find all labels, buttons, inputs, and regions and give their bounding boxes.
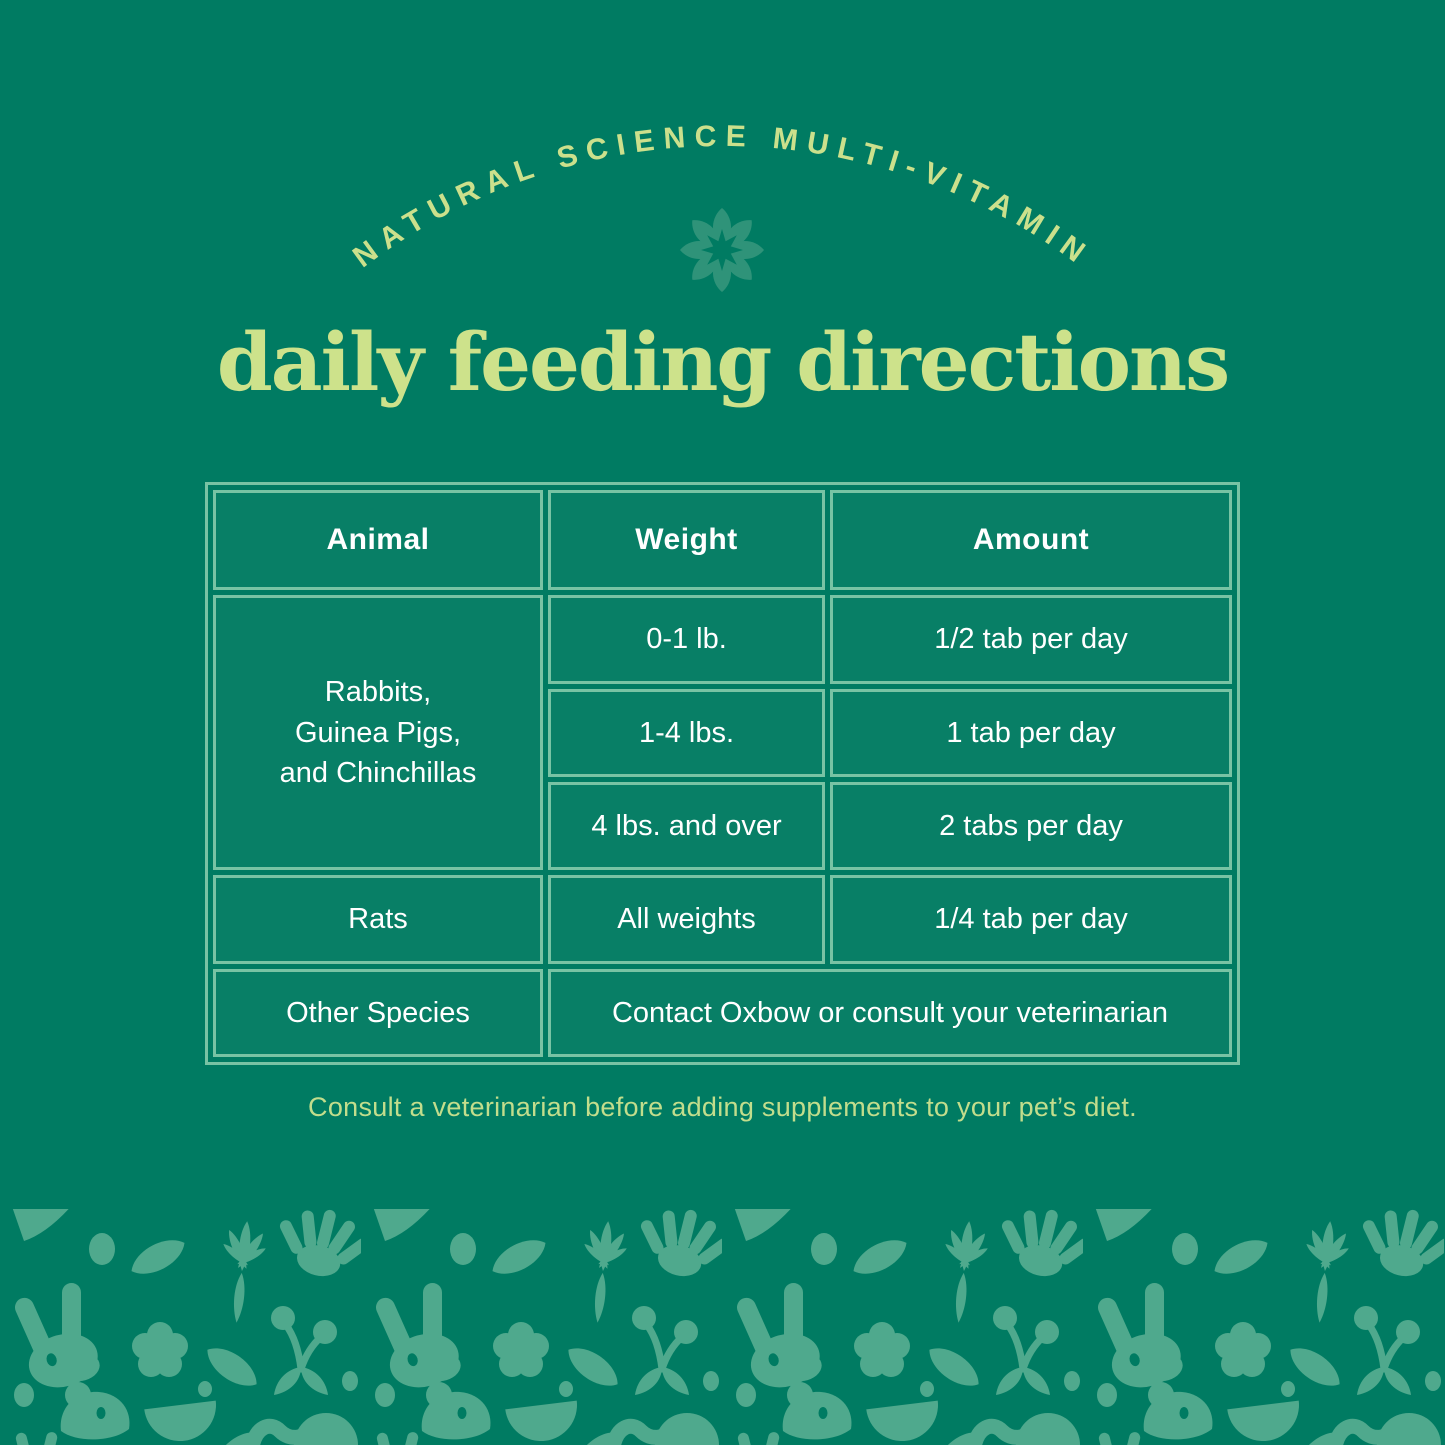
table-row: Rats All weights 1/4 tab per day <box>213 875 1232 964</box>
flower-icon <box>680 208 764 292</box>
weight-cell: 4 lbs. and over <box>548 781 825 871</box>
other-species-note-cell: Contact Oxbow or consult your veterinari… <box>548 968 1232 1057</box>
table-row: 1-4 lbs. 1 tab per day <box>213 688 1232 777</box>
column-header-weight: Weight <box>548 490 825 591</box>
star-cutout <box>701 229 743 271</box>
table-header-row: Animal Weight Amount <box>213 490 1232 591</box>
column-header-animal: Animal <box>213 490 543 591</box>
amount-cell: 1/4 tab per day <box>830 875 1232 964</box>
animal-cell-rabbits-group: Rabbits, Guinea Pigs, and Chinchillas <box>213 595 543 871</box>
table-row: Rabbits, Guinea Pigs, and Chinchillas 0-… <box>213 595 1232 871</box>
pattern-band <box>0 1209 1445 1445</box>
table-row: 4 lbs. and over 2 tabs per day <box>213 781 1232 871</box>
weight-cell: All weights <box>548 875 825 964</box>
amount-cell: 2 tabs per day <box>830 781 1232 871</box>
amount-cell: 1/2 tab per day <box>830 595 1232 684</box>
animal-line: and Chinchillas <box>279 757 477 790</box>
animal-cell-other-species: Other Species <box>213 968 543 1057</box>
weight-cell: 1-4 lbs. <box>548 688 825 777</box>
feeding-directions-table: Animal Weight Amount Rabbits, Guinea Pig… <box>205 482 1240 1065</box>
page-title: daily feeding directions <box>216 315 1230 409</box>
animal-line: Rabbits, <box>324 675 432 708</box>
table-row: Other Species Contact Oxbow or consult y… <box>213 968 1232 1057</box>
animal-cell-rats: Rats <box>213 875 543 964</box>
footnote: Consult a veterinarian before adding sup… <box>308 1092 1137 1122</box>
weight-cell: 0-1 lb. <box>548 595 825 684</box>
animal-line: Guinea Pigs, <box>294 716 462 749</box>
amount-cell: 1 tab per day <box>830 688 1232 777</box>
column-header-amount: Amount <box>830 490 1232 591</box>
